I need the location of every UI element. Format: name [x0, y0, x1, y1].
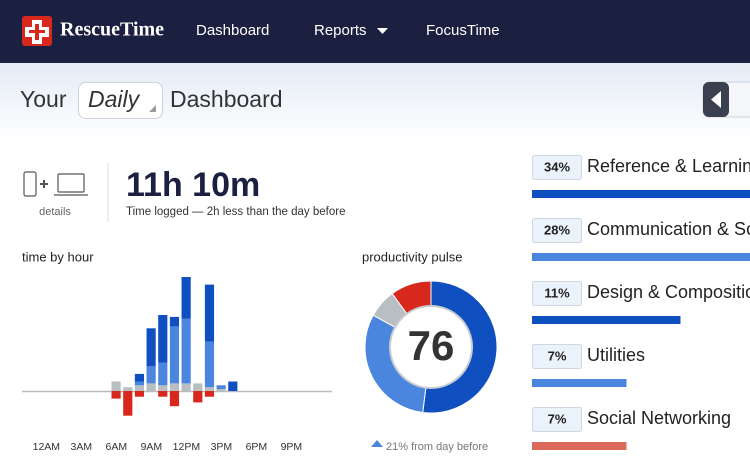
- pulse-center: [389, 305, 473, 389]
- title-suffix: Dashboard: [170, 86, 283, 112]
- category-bar: [532, 316, 681, 324]
- hour-bar: [204, 391, 215, 397]
- category-bar: [532, 253, 750, 261]
- pct-label: 28%: [544, 222, 570, 237]
- hour-bar: [111, 381, 121, 391]
- category-name: Utilities: [587, 345, 645, 365]
- x-tick-label: 6AM: [106, 441, 128, 453]
- pct-badge: [532, 155, 582, 180]
- category-bar: [532, 442, 627, 450]
- hour-bar: [169, 391, 180, 407]
- period-select[interactable]: [78, 82, 163, 119]
- hour-bar: [111, 391, 121, 399]
- hour-bar: [204, 341, 215, 388]
- hour-bar: [158, 385, 168, 391]
- x-tick-label: 6PM: [246, 441, 268, 453]
- category-name: Communication & Scheduling: [587, 219, 750, 239]
- hour-bar: [158, 362, 168, 386]
- pct-badge: [532, 344, 582, 369]
- nav-link[interactable]: Reports: [314, 22, 367, 39]
- hour-bar: [181, 383, 191, 391]
- hour-bar: [123, 387, 133, 391]
- period[interactable]: Daily: [88, 86, 141, 112]
- x-tick-label: 3PM: [211, 441, 233, 453]
- nav-bar: [0, 0, 750, 63]
- category-bar: [532, 190, 750, 198]
- category-name: Social Networking: [587, 408, 731, 428]
- x-tick-label: 3AM: [71, 441, 93, 453]
- hour-bar: [146, 366, 156, 384]
- hour-bar: [169, 316, 180, 327]
- hour-bar: [169, 383, 180, 391]
- hour-bar: [134, 391, 145, 397]
- pct-label: 11%: [544, 285, 570, 300]
- hour-bar: [193, 391, 203, 403]
- hour-bar: [158, 315, 168, 363]
- hour-bar: [123, 391, 133, 416]
- hour-bar: [204, 387, 215, 391]
- category-name: Reference & Learning: [587, 156, 750, 176]
- pct-label: 7%: [548, 348, 567, 363]
- hour-bar: [204, 284, 215, 342]
- pct-badge: [532, 407, 582, 432]
- hour-bar: [146, 383, 156, 391]
- nav-link[interactable]: FocusTime: [426, 22, 500, 39]
- hour-bar: [134, 381, 145, 386]
- prev-arrow: [711, 91, 721, 108]
- hour-bar: [169, 326, 180, 384]
- caret: [377, 28, 388, 34]
- brand[interactable]: RescueTime: [60, 19, 164, 41]
- time-note: Time logged — 2h less than the day befor…: [126, 206, 345, 218]
- pct-label: 7%: [548, 411, 567, 426]
- hour-bar: [146, 328, 156, 367]
- pulse-note: 21% from day before: [386, 441, 488, 453]
- pct-badge: [532, 281, 582, 306]
- pct-label: 34%: [544, 159, 570, 174]
- hour-bar: [134, 385, 145, 391]
- hour-bar: [134, 373, 145, 382]
- hour-bar: [158, 391, 168, 397]
- logo: [22, 16, 52, 46]
- section-title: productivity pulse: [362, 249, 462, 264]
- nav-link[interactable]: Dashboard: [196, 22, 269, 39]
- hour-bar: [181, 277, 191, 319]
- pulse-score: 76: [408, 322, 455, 369]
- category-bar: [532, 379, 627, 387]
- x-tick-label: 9PM: [281, 441, 303, 453]
- hour-bar: [216, 389, 226, 391]
- category-name: Design & Composition: [587, 282, 750, 302]
- section-title: time by hour: [22, 249, 94, 264]
- hour-bar: [228, 381, 238, 391]
- x-tick-label: 9AM: [141, 441, 163, 453]
- up-arrow: [371, 440, 383, 447]
- time-logged: 11h 10m: [126, 166, 260, 204]
- hour-bar: [193, 383, 203, 391]
- hour-bar: [216, 385, 226, 390]
- device-icons: [23, 171, 88, 197]
- x-tick-label: 12PM: [173, 441, 200, 453]
- select-arrow: [149, 105, 156, 112]
- title-prefix: Your: [20, 86, 67, 112]
- x-tick-label: 12AM: [33, 441, 60, 453]
- pct-badge: [532, 218, 582, 243]
- hour-bar: [181, 318, 191, 384]
- details-link[interactable]: details: [39, 206, 71, 218]
